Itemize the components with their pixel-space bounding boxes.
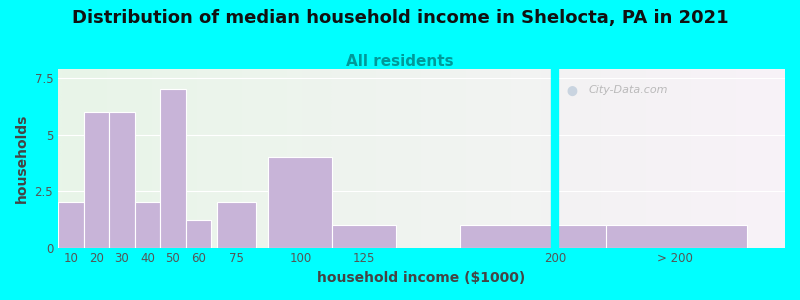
Bar — [606, 225, 746, 248]
Bar — [83, 112, 109, 248]
Text: All residents: All residents — [346, 54, 454, 69]
Bar — [269, 157, 332, 248]
Text: ⬤: ⬤ — [567, 85, 578, 95]
Bar — [160, 89, 186, 247]
Bar — [134, 202, 160, 247]
Y-axis label: households: households — [15, 114, 29, 203]
Bar — [186, 220, 211, 248]
Bar — [218, 202, 256, 247]
Text: Distribution of median household income in Shelocta, PA in 2021: Distribution of median household income … — [72, 9, 728, 27]
X-axis label: household income ($1000): household income ($1000) — [318, 271, 526, 285]
Text: City-Data.com: City-Data.com — [589, 85, 668, 95]
Bar — [109, 112, 134, 248]
Bar — [58, 202, 83, 247]
Bar — [332, 225, 396, 248]
Bar — [460, 225, 651, 248]
